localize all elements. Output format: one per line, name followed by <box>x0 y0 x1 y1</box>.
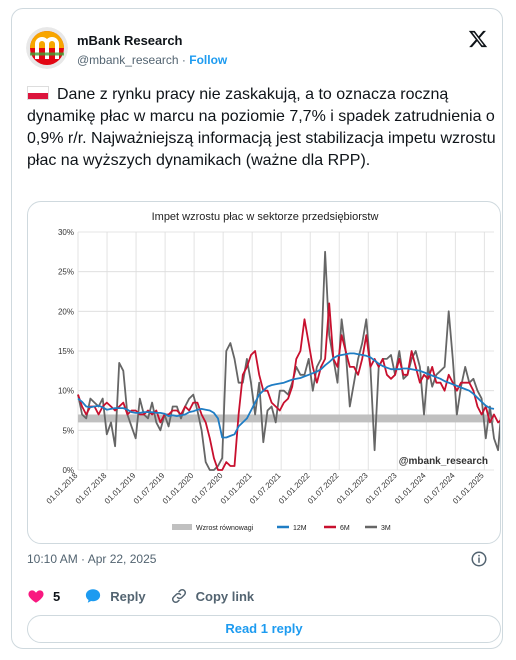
chart-band <box>78 414 494 423</box>
read-replies-button[interactable]: Read 1 reply <box>27 615 501 643</box>
chart-legend: Wzrost równowagi 12M 6M 3M <box>172 524 391 532</box>
like-count: 5 <box>53 588 61 604</box>
author-handle-line: @mbank_research · Follow <box>77 53 227 67</box>
heart-icon <box>28 590 44 603</box>
legend-label: 3M <box>381 525 391 532</box>
series-line-6m <box>77 302 500 471</box>
copy-link-button[interactable]: Copy link <box>170 587 255 605</box>
chart-watermark: @mbank_research <box>399 456 488 467</box>
like-button[interactable]: 5 <box>27 587 60 605</box>
poland-flag-icon <box>27 86 49 100</box>
chart-title: Impet wzrostu płac w sektorze przedsiębi… <box>152 211 379 223</box>
tweet-card: mBank Research @mbank_research · Follow … <box>11 8 503 649</box>
reply-button[interactable]: Reply <box>84 587 146 605</box>
link-icon <box>171 588 186 604</box>
y-tick-label: 25% <box>58 268 74 277</box>
legend-label: 6M <box>340 525 350 532</box>
band-wzrost-rownowagi <box>78 414 494 423</box>
legend-swatch-band <box>172 524 192 530</box>
info-icon[interactable] <box>470 550 488 568</box>
series-line-12m <box>77 352 495 439</box>
author-handle[interactable]: @mbank_research <box>77 53 179 67</box>
y-tick-label: 10% <box>58 387 74 396</box>
y-tick-label: 20% <box>58 307 74 316</box>
tweet-text: Dane z rynku pracy nie zaskakują, a to o… <box>27 86 496 169</box>
separator-dot: · <box>181 53 186 67</box>
x-tick-label: 01.01.2025 <box>451 471 486 506</box>
y-axis-ticks: 0% 5% 10% 15% 20% 25% 30% <box>58 228 74 475</box>
tweet-timestamp[interactable]: 10:10 AM · Apr 22, 2025 <box>27 552 157 566</box>
series-line-3m <box>77 250 500 471</box>
follow-button[interactable]: Follow <box>189 53 228 67</box>
tweet-text-block: Dane z rynku pracy nie zaskakują, a to o… <box>27 84 497 172</box>
copy-link-label: Copy link <box>195 588 255 604</box>
avatar[interactable] <box>26 27 68 69</box>
legend-label: 12M <box>293 525 307 532</box>
y-tick-label: 0% <box>62 466 74 475</box>
y-tick-label: 15% <box>58 347 74 356</box>
reply-bubble-icon <box>86 589 101 603</box>
mbank-logo-icon <box>26 27 68 69</box>
author-name[interactable]: mBank Research <box>77 33 183 48</box>
chart-series <box>77 250 500 471</box>
x-logo-icon[interactable] <box>468 29 488 49</box>
wage-growth-chart: Impet wzrostu płac w sektorze przedsiębi… <box>45 211 500 532</box>
x-axis-ticks: 01.01.201801.07.201801.01.201901.07.2019… <box>45 471 486 506</box>
tweet-actions: 5 Reply Copy link <box>27 587 278 605</box>
chart-image[interactable]: Impet wzrostu płac w sektorze przedsiębi… <box>27 201 501 544</box>
reply-label: Reply <box>110 588 146 604</box>
legend-label: Wzrost równowagi <box>196 525 254 532</box>
y-tick-label: 5% <box>62 426 74 435</box>
y-tick-label: 30% <box>58 228 74 237</box>
chart-grid <box>77 231 494 471</box>
